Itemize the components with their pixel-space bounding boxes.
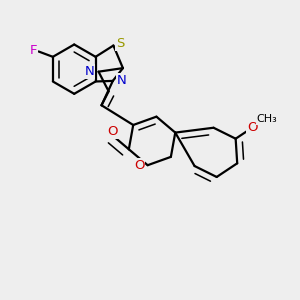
Text: S: S bbox=[116, 37, 124, 50]
Text: N: N bbox=[117, 74, 127, 87]
Text: CH₃: CH₃ bbox=[256, 114, 278, 124]
Text: F: F bbox=[29, 44, 37, 57]
Text: O: O bbox=[247, 122, 258, 134]
Text: N: N bbox=[85, 65, 94, 78]
Text: O: O bbox=[108, 125, 118, 138]
Text: O: O bbox=[134, 159, 145, 172]
